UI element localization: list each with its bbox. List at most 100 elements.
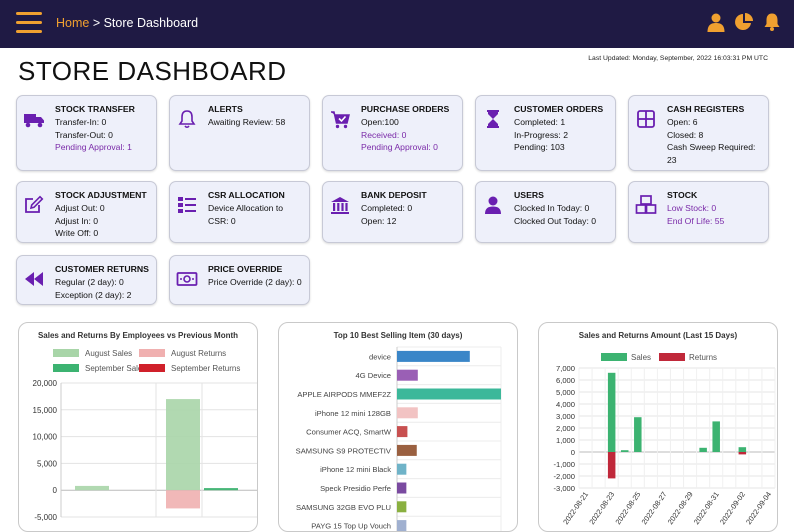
y-tick-label: 7,000 (556, 364, 575, 373)
legend-label[interactable]: Sales (631, 353, 651, 362)
category-label: Consumer ACQ, SmartW (306, 428, 392, 437)
chart-title: Sales and Returns Amount (Last 15 Days) (578, 331, 738, 340)
bar-sales[interactable] (634, 417, 642, 452)
rewind-icon (25, 272, 43, 286)
x-tick-label: 2022-08-21 (561, 490, 590, 526)
card-bank-deposit[interactable]: BANK DEPOSIT Completed: 0 Open: 12 (322, 181, 463, 243)
y-tick-label: 1,000 (556, 436, 575, 445)
card-stat-link[interactable]: Received: 0 (361, 129, 407, 140)
bar-sales[interactable] (699, 447, 707, 452)
card-purchase-orders[interactable]: PURCHASE ORDERS Open:100 Received: 0 Pendin… (322, 95, 463, 171)
bar-item[interactable] (397, 444, 417, 456)
bar-sales[interactable] (738, 447, 747, 452)
legend-swatch (139, 364, 165, 372)
breadcrumb-home-link[interactable]: Home (56, 16, 90, 30)
legend-label[interactable]: August Returns (171, 349, 226, 358)
card-cash-registers[interactable]: CASH REGISTERS Open: 6 Closed: 8 Cash Sweep… (628, 95, 769, 171)
category-label: iPhone 12 mini Black (320, 465, 391, 474)
card-body: PRICE OVERRIDE Price Override (2 day): 0 (208, 263, 305, 289)
card-title: CSR ALLOCATION (208, 190, 285, 200)
card-csr-allocation[interactable]: CSR ALLOCATION Device Allocation to CSR: … (169, 181, 310, 243)
device-list-icon (178, 197, 196, 213)
card-stock[interactable]: STOCK Low Stock: 0 End Of Life: 55 (628, 181, 769, 243)
bar-sales[interactable] (712, 421, 720, 452)
card-alerts[interactable]: ALERTS Awaiting Review: 58 (169, 95, 310, 171)
money-bill-icon (176, 272, 198, 286)
card-stat: Completed: 0 (361, 202, 413, 213)
bar-item[interactable] (397, 463, 407, 475)
chart-panel-top-items: Top 10 Best Selling Item (30 days) devic… (278, 322, 518, 532)
legend-label[interactable]: September Sales (85, 364, 146, 373)
bar-august-sales[interactable] (166, 399, 200, 491)
bar-august-sales[interactable] (75, 485, 109, 491)
card-stat-link[interactable]: Pending Approval: 0 (361, 142, 438, 153)
card-stat-link[interactable]: Low Stock: 0 (667, 202, 717, 213)
bell-icon (178, 110, 196, 129)
card-customer-returns[interactable]: CUSTOMER RETURNS Regular (2 day): 0 Except… (16, 255, 157, 305)
legend-label[interactable]: August Sales (85, 349, 132, 358)
bar-august-returns[interactable] (166, 490, 200, 509)
card-title: STOCK (667, 190, 698, 200)
card-title: STOCK ADJUSTMENT (55, 190, 147, 200)
daily-sales-returns-chart: Sales Returns 7,000 6,000 5,000 4,000 3,000 2,0… (553, 353, 776, 526)
bar-returns[interactable] (738, 452, 747, 455)
shopping-cart-check-icon (331, 111, 350, 129)
card-stock-transfer[interactable]: STOCK TRANSFER Transfer-In: 0 Transfer-Out… (16, 95, 157, 171)
bar-september-sales[interactable] (204, 488, 238, 491)
category-label: device (369, 352, 391, 361)
card-body: BANK DEPOSIT Completed: 0 Open: 12 (361, 189, 458, 227)
card-title: CUSTOMER RETURNS (55, 264, 149, 274)
bar-item[interactable] (397, 350, 470, 362)
x-tick-label: 2022-09-02 (718, 490, 747, 526)
card-stat: In-Progress: 2 (514, 129, 568, 140)
card-users[interactable]: USERS Clocked In Today: 0 Clocked Out Toda… (475, 181, 616, 243)
bar-item[interactable] (397, 369, 418, 381)
x-tick-label: 2022-08-31 (692, 490, 721, 526)
card-stat-link[interactable]: End Of Life: 55 (667, 215, 725, 226)
legend-label[interactable]: September Returns (171, 364, 240, 373)
card-price-override[interactable]: PRICE OVERRIDE Price Override (2 day): 0 (169, 255, 310, 305)
category-label: APPLE AIRPODS MMEF2Z (297, 390, 391, 399)
card-stat: Transfer-Out: 0 (55, 129, 113, 140)
card-stat: Adjust Out: 0 (55, 202, 105, 213)
legend-swatch (659, 353, 685, 361)
y-tick-label: 0 (571, 448, 575, 457)
card-body: PURCHASE ORDERS Open:100 Received: 0 Pendin… (361, 103, 458, 154)
y-tick-label: -1,000 (553, 460, 575, 469)
hamburger-menu-icon[interactable] (16, 12, 42, 34)
category-label: SAMSUNG S9 PROTECTIV (296, 446, 392, 455)
top-navigation-bar: Home > Store Dashboard (0, 0, 794, 48)
legend-swatch (53, 349, 79, 357)
card-stat: Completed: 1 (514, 116, 566, 127)
card-stat: Write Off: 0 (55, 228, 99, 239)
card-stat: Adjust In: 0 (55, 215, 98, 226)
card-stock-adjustment[interactable]: STOCK ADJUSTMENT Adjust Out: 0 Adjust In: … (16, 181, 157, 243)
card-title: CUSTOMER ORDERS (514, 104, 604, 114)
bar-sales[interactable] (620, 450, 629, 452)
category-label: Speck Presidio Perfe (320, 484, 391, 493)
bar-sales[interactable] (607, 372, 616, 452)
bar-item[interactable] (397, 407, 418, 419)
delivery-truck-icon (24, 114, 44, 128)
card-body: USERS Clocked In Today: 0 Clocked Out Toda… (514, 189, 611, 227)
user-profile-icon[interactable] (706, 12, 726, 32)
y-tick-label: -5,000 (34, 513, 57, 522)
legend-swatch (53, 364, 79, 372)
breadcrumb-separator: > (89, 16, 104, 30)
chart-title: Sales and Returns By Employees vs Previo… (37, 331, 239, 340)
card-body: CSR ALLOCATION Device Allocation to CSR: … (208, 189, 305, 227)
bar-returns[interactable] (607, 452, 616, 479)
card-stat: Transfer-In: 0 (55, 116, 107, 127)
bar-item[interactable] (397, 482, 407, 494)
y-tick-label: 5,000 (556, 388, 575, 397)
bar-item[interactable] (397, 520, 407, 531)
legend-label[interactable]: Returns (689, 353, 717, 362)
pie-chart-icon[interactable] (734, 12, 754, 32)
bar-item[interactable] (397, 388, 501, 400)
card-customer-orders[interactable]: CUSTOMER ORDERS Completed: 1 In-Progress: … (475, 95, 616, 171)
card-stat-link[interactable]: Pending Approval: 1 (55, 142, 132, 153)
card-body: CUSTOMER RETURNS Regular (2 day): 0 Except… (55, 263, 152, 301)
bar-item[interactable] (397, 501, 407, 513)
bar-item[interactable] (397, 426, 408, 438)
notification-bell-icon[interactable] (762, 12, 782, 32)
